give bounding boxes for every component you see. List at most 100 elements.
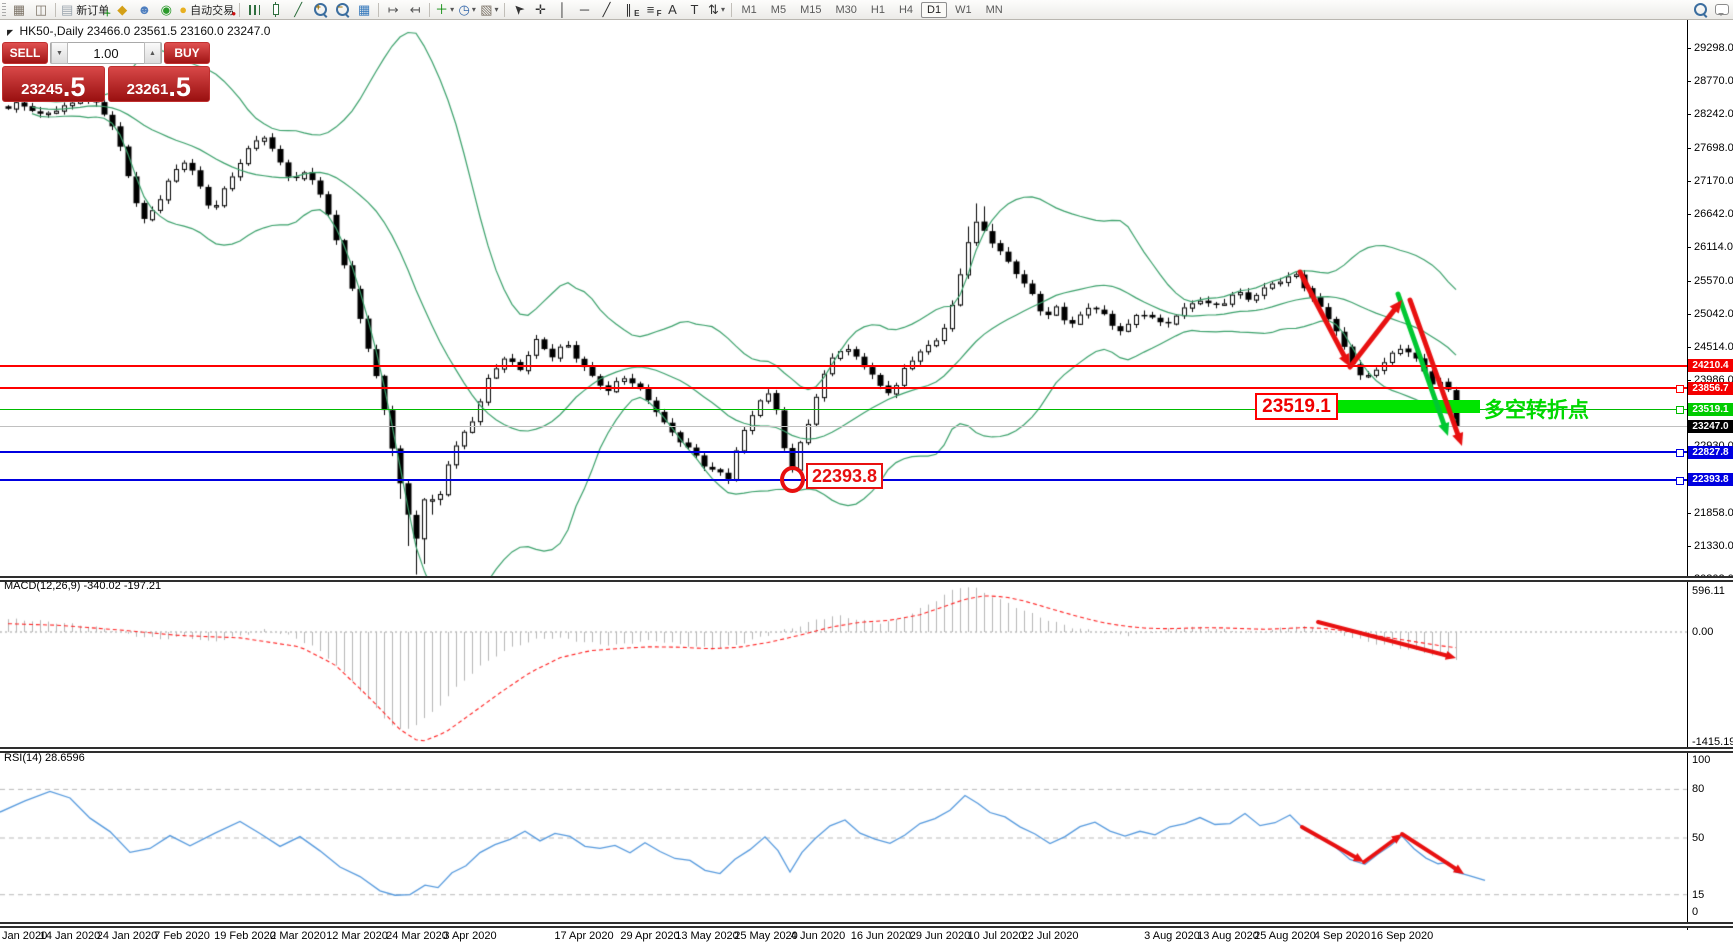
hline-24210.4[interactable] — [0, 364, 1687, 367]
sell-price-fraction: .5 — [62, 72, 86, 102]
hline-anchor-square[interactable] — [1676, 385, 1684, 394]
auto-trading-button[interactable]: ● ● 自动交易 — [179, 2, 237, 18]
volume-up-button[interactable]: ▲ — [144, 42, 161, 64]
timeframe-button-d1[interactable]: D1 — [921, 1, 948, 18]
rsi-axis-label: 50 — [1692, 832, 1705, 844]
text-label-icon[interactable]: T — [690, 2, 699, 17]
timeframe-button-m1[interactable]: M1 — [741, 3, 757, 16]
crosshair-icon[interactable]: ✛ — [535, 2, 546, 17]
buy-price-main: 23261 — [126, 81, 169, 98]
new-order-button[interactable]: ▤ ＋新订单 — [61, 2, 112, 18]
price-tick-label: 28770.0 — [1694, 75, 1733, 87]
zoom-out-icon: − — [335, 2, 349, 16]
price-tick-label: 27170.0 — [1694, 175, 1733, 187]
timeframe-button-m5[interactable]: M5 — [770, 3, 787, 16]
trendline-icon[interactable]: ╱ — [602, 2, 611, 17]
periods-icon[interactable]: ◷ ▾ — [458, 2, 476, 17]
chart-ohlc-values: 23466.0 23561.5 23160.0 23247.0 — [86, 24, 271, 38]
horizontal-line-icon[interactable]: ─ — [579, 2, 590, 17]
search-icon[interactable] — [1689, 1, 1711, 18]
price-badge-22393.8: 22393.8 — [1688, 473, 1733, 486]
price-tick-label: 21330.0 — [1694, 540, 1733, 552]
pane-separator-macd-rsi[interactable] — [0, 747, 1733, 753]
rsi-axis-label: 80 — [1692, 783, 1705, 795]
sell-button[interactable]: SELL — [2, 42, 48, 64]
new-chart-icon[interactable]: ▦ — [12, 2, 26, 17]
low-circle-marker[interactable] — [780, 466, 805, 493]
line-chart-icon[interactable]: ╱ — [294, 2, 303, 17]
timeframe-button-m15[interactable]: M15 — [800, 3, 822, 16]
chart-title: ◤ HK50-,Daily 23466.0 23561.5 23160.0 23… — [7, 24, 270, 38]
toolbar-grip[interactable] — [2, 2, 6, 17]
price-tick — [1687, 314, 1691, 315]
price-tick-label: 25042.0 — [1694, 308, 1733, 320]
buy-button[interactable]: BUY — [164, 42, 210, 64]
vertical-line-icon[interactable]: │ — [558, 2, 567, 17]
volume-value[interactable]: 1.00 — [93, 45, 119, 61]
cursor-icon[interactable]: ➤ — [509, 0, 528, 19]
date-label: 7 Feb 2020 — [154, 930, 210, 942]
price-tick — [1687, 148, 1691, 149]
rsi-axis-label: 100 — [1692, 754, 1711, 766]
rsi-label: RSI(14) 28.6596 — [4, 752, 85, 764]
community-icon[interactable]: ☻ — [137, 2, 152, 17]
bar-chart-icon[interactable] — [243, 1, 265, 18]
date-label: 3 Aug 2020 — [1144, 930, 1200, 942]
level-23519-label[interactable]: 23519.1 — [1255, 393, 1338, 420]
hline-anchor-square[interactable] — [1676, 406, 1684, 415]
toolbar: ▦ ◫ ▤ ＋新订单 ◆ ☻ ◉ ● ● 自动交易 ╱ + − ▦ ↦ ↤ ＋ ▾ ◷ ▾ ▧ ▾ ➤ ✛ │ ─ ╱ ∥ E ≡ F A T ⇅… — [0, 0, 1733, 20]
pane-separator-main-macd[interactable] — [0, 576, 1733, 582]
price-tick-label: 21858.0 — [1694, 507, 1733, 519]
hline-anchor-square[interactable] — [1676, 449, 1684, 458]
auto-scroll-icon[interactable]: ↦ — [387, 2, 399, 17]
date-label: 16 Jun 2020 — [850, 930, 912, 942]
timeframe-button-h4[interactable]: H4 — [898, 3, 913, 16]
price-tick — [1687, 247, 1691, 248]
timeframe-button-m30[interactable]: M30 — [835, 3, 857, 16]
buy-price-panel[interactable]: 23261 .5 — [107, 66, 210, 102]
level-22393-label[interactable]: 22393.8 — [806, 463, 883, 489]
price-tick — [1687, 181, 1691, 182]
timeframe-button-w1[interactable]: W1 — [955, 3, 972, 16]
fibonacci-icon[interactable]: ≡ F — [646, 2, 662, 18]
toolbar-separator — [730, 2, 732, 17]
candlestick-chart-icon — [273, 2, 280, 17]
chart-shift-icon[interactable]: ↤ — [409, 2, 421, 17]
date-label: 29 Apr 2020 — [620, 930, 680, 942]
chart-profiles-icon[interactable]: ◫ — [34, 2, 48, 17]
timeframe-button-mn[interactable]: MN — [985, 3, 1003, 16]
templates-icon[interactable]: ▧ ▾ — [480, 2, 499, 17]
signal-icon[interactable]: ◉ — [160, 2, 172, 17]
volume-down-button[interactable]: ▼ — [51, 42, 68, 64]
chat-icon[interactable] — [1711, 1, 1733, 18]
sell-price-panel[interactable]: 23245 .5 — [2, 66, 105, 102]
channel-icon[interactable]: ∥ E — [625, 2, 640, 18]
indicators-icon[interactable]: ＋ ▾ — [435, 2, 455, 17]
text-icon[interactable]: A — [668, 2, 677, 17]
chart-symbol-period: HK50-,Daily — [19, 24, 84, 38]
price-tick-label: 25570.0 — [1694, 275, 1733, 287]
toolbar-separator — [429, 2, 431, 17]
date-label: 3 Apr 2020 — [443, 930, 497, 942]
price-tick-label: 29298.0 — [1694, 42, 1733, 54]
date-label: 24 Jan 2020 — [96, 930, 158, 942]
price-tick-label: 26114.0 — [1694, 241, 1733, 253]
date-label: 2 Mar 2020 — [270, 930, 326, 942]
turning-point-text[interactable]: 多空转折点 — [1484, 399, 1589, 422]
hline-23247[interactable] — [0, 425, 1687, 427]
turning-point-highlight-bar[interactable] — [1337, 400, 1480, 413]
price-badge-22827.8: 22827.8 — [1688, 445, 1733, 459]
zoom-out-icon[interactable]: − — [331, 1, 353, 18]
date-axis: Jan 2020 14 Jan 2020 24 Jan 2020 7 Feb 2020… — [0, 930, 1733, 944]
tile-windows-icon[interactable]: ▦ — [358, 2, 371, 17]
hline-23856.7[interactable] — [0, 387, 1687, 390]
pane-separator-rsi-dates — [0, 922, 1733, 928]
price-tick-label: 26642.0 — [1694, 208, 1733, 220]
timeframe-button-h1[interactable]: H1 — [870, 3, 885, 16]
candlestick-chart-icon[interactable] — [265, 1, 287, 18]
hline-anchor-square[interactable] — [1676, 476, 1684, 485]
zoom-in-icon[interactable]: + — [309, 1, 331, 18]
hline-22827.8[interactable] — [0, 451, 1687, 454]
arrows-icon[interactable]: ⇅ ▾ — [708, 2, 725, 17]
deposit-icon[interactable]: ◆ — [117, 2, 128, 17]
